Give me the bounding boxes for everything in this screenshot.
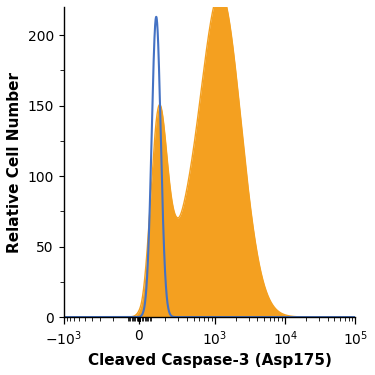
X-axis label: Cleaved Caspase-3 (Asp175): Cleaved Caspase-3 (Asp175) [88, 353, 332, 368]
Y-axis label: Relative Cell Number: Relative Cell Number [7, 72, 22, 252]
